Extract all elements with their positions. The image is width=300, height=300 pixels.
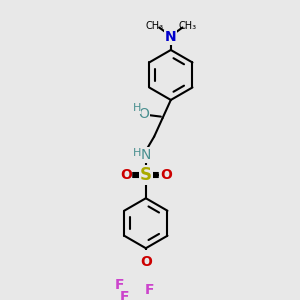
Text: N: N (165, 31, 177, 44)
Text: O: O (160, 168, 172, 182)
Text: F: F (114, 278, 124, 292)
Text: CH₃: CH₃ (145, 21, 163, 31)
Text: N: N (141, 148, 151, 162)
Text: CH₃: CH₃ (178, 21, 196, 31)
Text: O: O (120, 168, 132, 182)
Text: F: F (144, 283, 154, 297)
Text: H: H (133, 148, 142, 158)
Text: S: S (140, 166, 152, 184)
Text: O: O (139, 107, 150, 121)
Text: F: F (119, 290, 129, 300)
Text: O: O (140, 254, 152, 268)
Text: H: H (133, 103, 141, 113)
